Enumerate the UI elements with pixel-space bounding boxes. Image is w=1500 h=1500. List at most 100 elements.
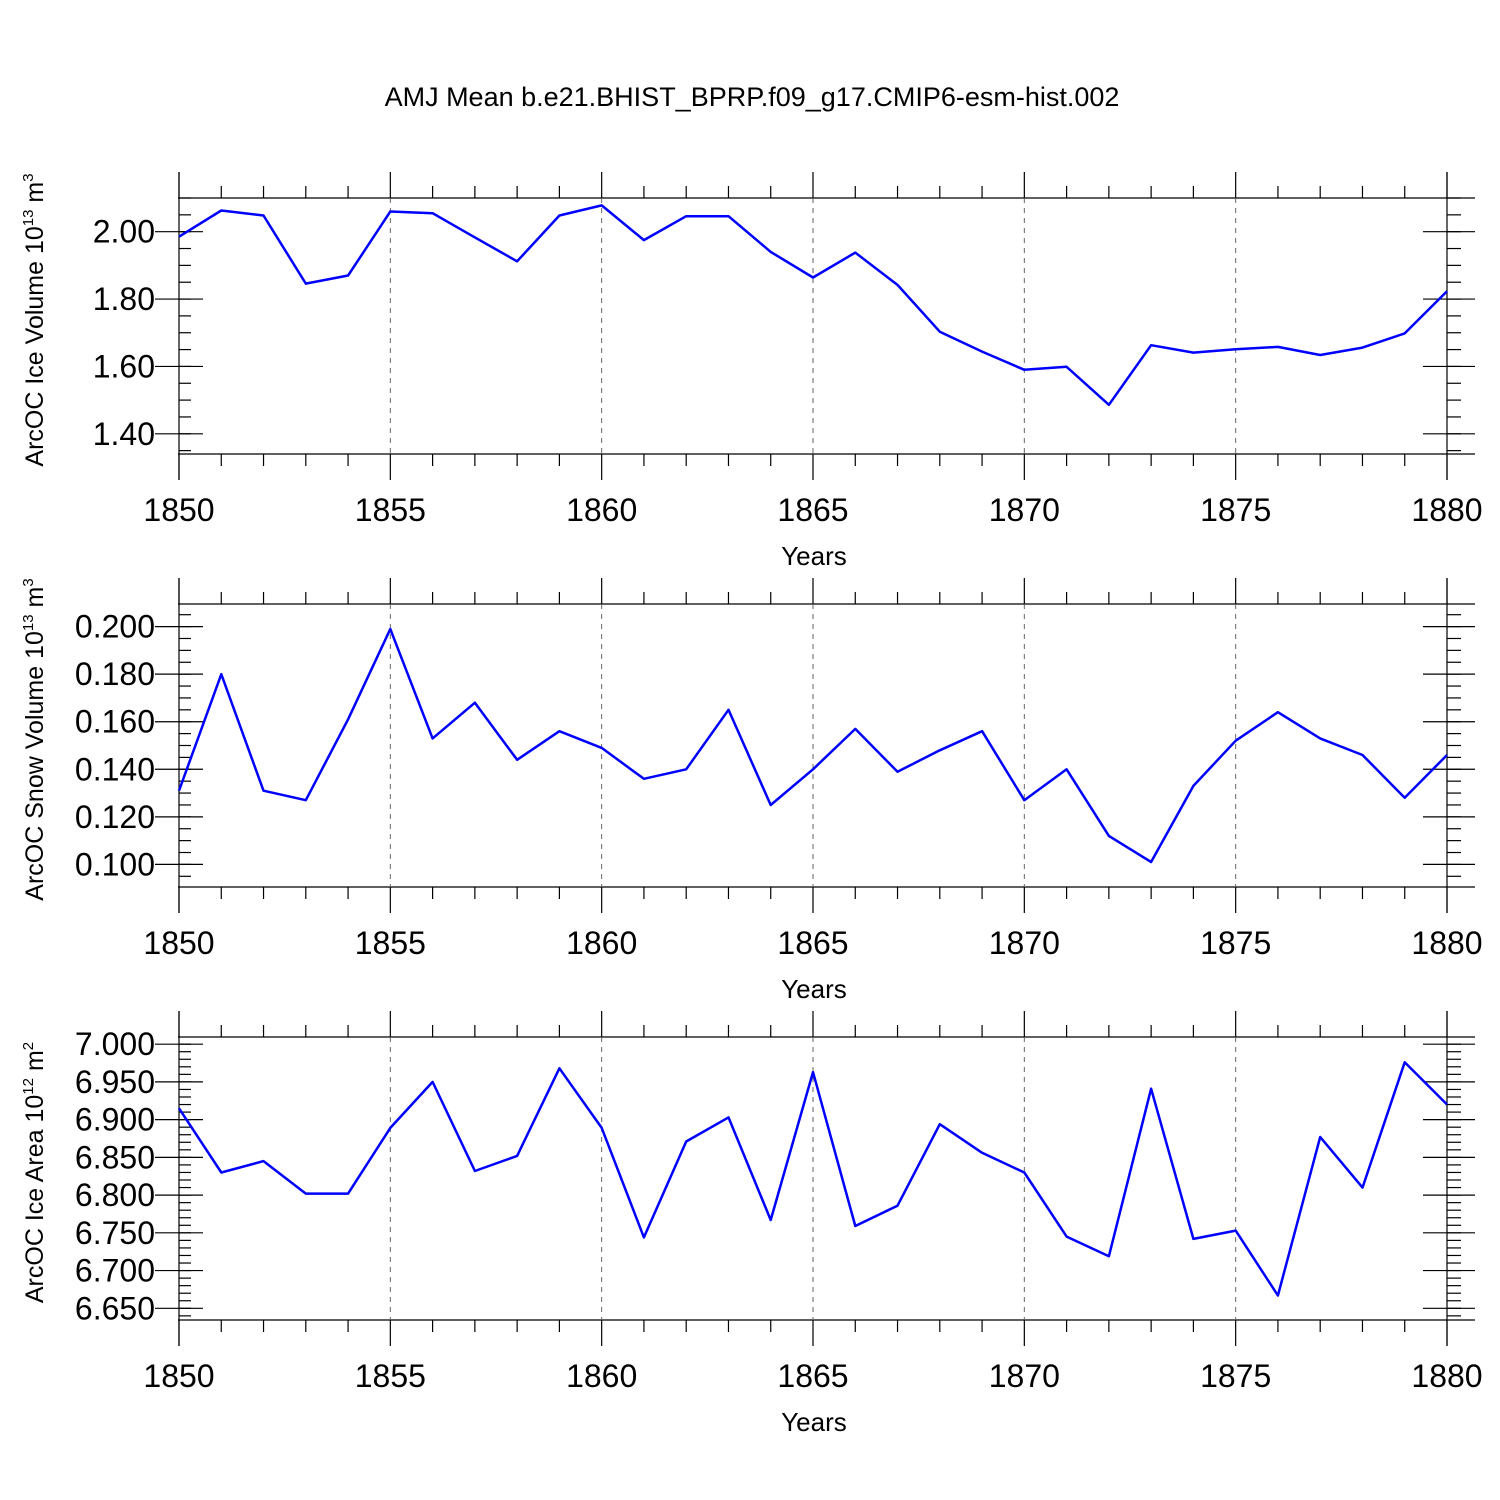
data-point [262,1159,266,1163]
data-point [896,1204,900,1208]
data-point [938,748,942,752]
data-point [1360,753,1364,757]
data-point [1022,1170,1026,1174]
x-tick-label: 1865 [777,925,848,961]
x-tick-label: 1860 [566,925,637,961]
y-tick-label: 6.650 [75,1290,155,1326]
x-tick-label: 1870 [989,925,1060,961]
data-point [896,770,900,774]
x-tick-label: 1880 [1411,492,1482,528]
data-point [1276,345,1280,349]
data-point [896,283,900,287]
data-point [262,789,266,793]
data-point [811,767,815,771]
data-point [1065,365,1069,369]
data-point [1360,1186,1364,1190]
data-point [557,729,561,733]
x-tick-label: 1860 [566,1358,637,1394]
chart-panel-1: 1.40 1.60 1.80 2.00 1850 1855 1860 1865 1870 1875… [20,172,1483,571]
data-point [177,235,181,239]
data-point [1445,753,1449,757]
data-point [938,330,942,334]
x-axis-label: Years [781,1407,847,1437]
data-point [769,803,773,807]
data-point [1318,353,1322,357]
y-tick-label: 6.900 [75,1102,155,1138]
x-tick-label: 1870 [989,1358,1060,1394]
data-point [684,1140,688,1144]
data-point [600,203,604,207]
x-tick-label: 1850 [143,492,214,528]
y-tick-label: 0.180 [75,656,155,692]
y-tick-label: 1.40 [93,416,155,452]
x-tick-label: 1870 [989,492,1060,528]
data-point [346,717,350,721]
data-point [1234,1229,1238,1233]
y-tick-label: 6.850 [75,1139,155,1175]
x-tick-label: 1855 [355,925,426,961]
data-point [388,627,392,631]
data-point [431,211,435,215]
data-point [600,746,604,750]
data-point [1149,343,1153,347]
series-line [177,1061,1448,1297]
data-point [1403,331,1407,335]
data-point [177,789,181,793]
y-tick-label: 0.160 [75,704,155,740]
chart-panel-2: 0.100 0.120 0.140 0.160 0.180 0.200 1850 1855 18… [20,578,1483,1004]
data-point [346,273,350,277]
y-tick-label: 0.140 [75,751,155,787]
x-tick-label: 1860 [566,492,637,528]
data-point [684,214,688,218]
y-tick-label: 0.100 [75,846,155,882]
data-point [853,1224,857,1228]
data-point [219,672,223,676]
data-point [388,1126,392,1130]
x-tick-label: 1865 [777,492,848,528]
y-axis-label: ArcOC Snow Volume 1013 m3 [20,578,49,900]
data-point [1065,767,1069,771]
series-line [177,627,1448,864]
data-point [684,767,688,771]
data-point [1403,1060,1407,1064]
data-point [304,282,308,286]
x-tick-label: 1880 [1411,1358,1482,1394]
x-tick-label: 1875 [1200,925,1271,961]
data-point [557,214,561,218]
data-point [642,1235,646,1239]
data-point [304,1192,308,1196]
data-point [1234,347,1238,351]
y-axis-label: ArcOC Ice Area 1012 m2 [20,1042,49,1303]
data-point [1191,784,1195,788]
data-point [1445,289,1449,293]
data-point [1022,798,1026,802]
data-point [1107,403,1111,407]
data-point [473,235,477,239]
data-point [1276,710,1280,714]
x-tick-label: 1880 [1411,925,1482,961]
data-point [811,275,815,279]
x-tick-label: 1855 [355,1358,426,1394]
data-point [431,736,435,740]
data-point [938,1122,942,1126]
y-tick-label: 6.950 [75,1064,155,1100]
data-point [388,209,392,213]
data-point [515,758,519,762]
data-point [515,259,519,263]
data-point [1360,346,1364,350]
data-point [1149,1087,1153,1091]
data-point [642,238,646,242]
chart-title: AMJ Mean b.e21.BHIST_BPRP.f09_g17.CMIP6-… [385,82,1120,112]
x-axis-label: Years [781,974,847,1004]
x-tick-label: 1875 [1200,1358,1271,1394]
data-point [557,1066,561,1070]
series-line [178,204,1448,407]
data-point [1318,1135,1322,1139]
data-point [1022,368,1026,372]
data-point [1065,1235,1069,1239]
y-tick-label: 1.80 [93,281,155,317]
data-point [1403,796,1407,800]
data-point [853,251,857,255]
data-point [431,1080,435,1084]
data-point [1234,739,1238,743]
